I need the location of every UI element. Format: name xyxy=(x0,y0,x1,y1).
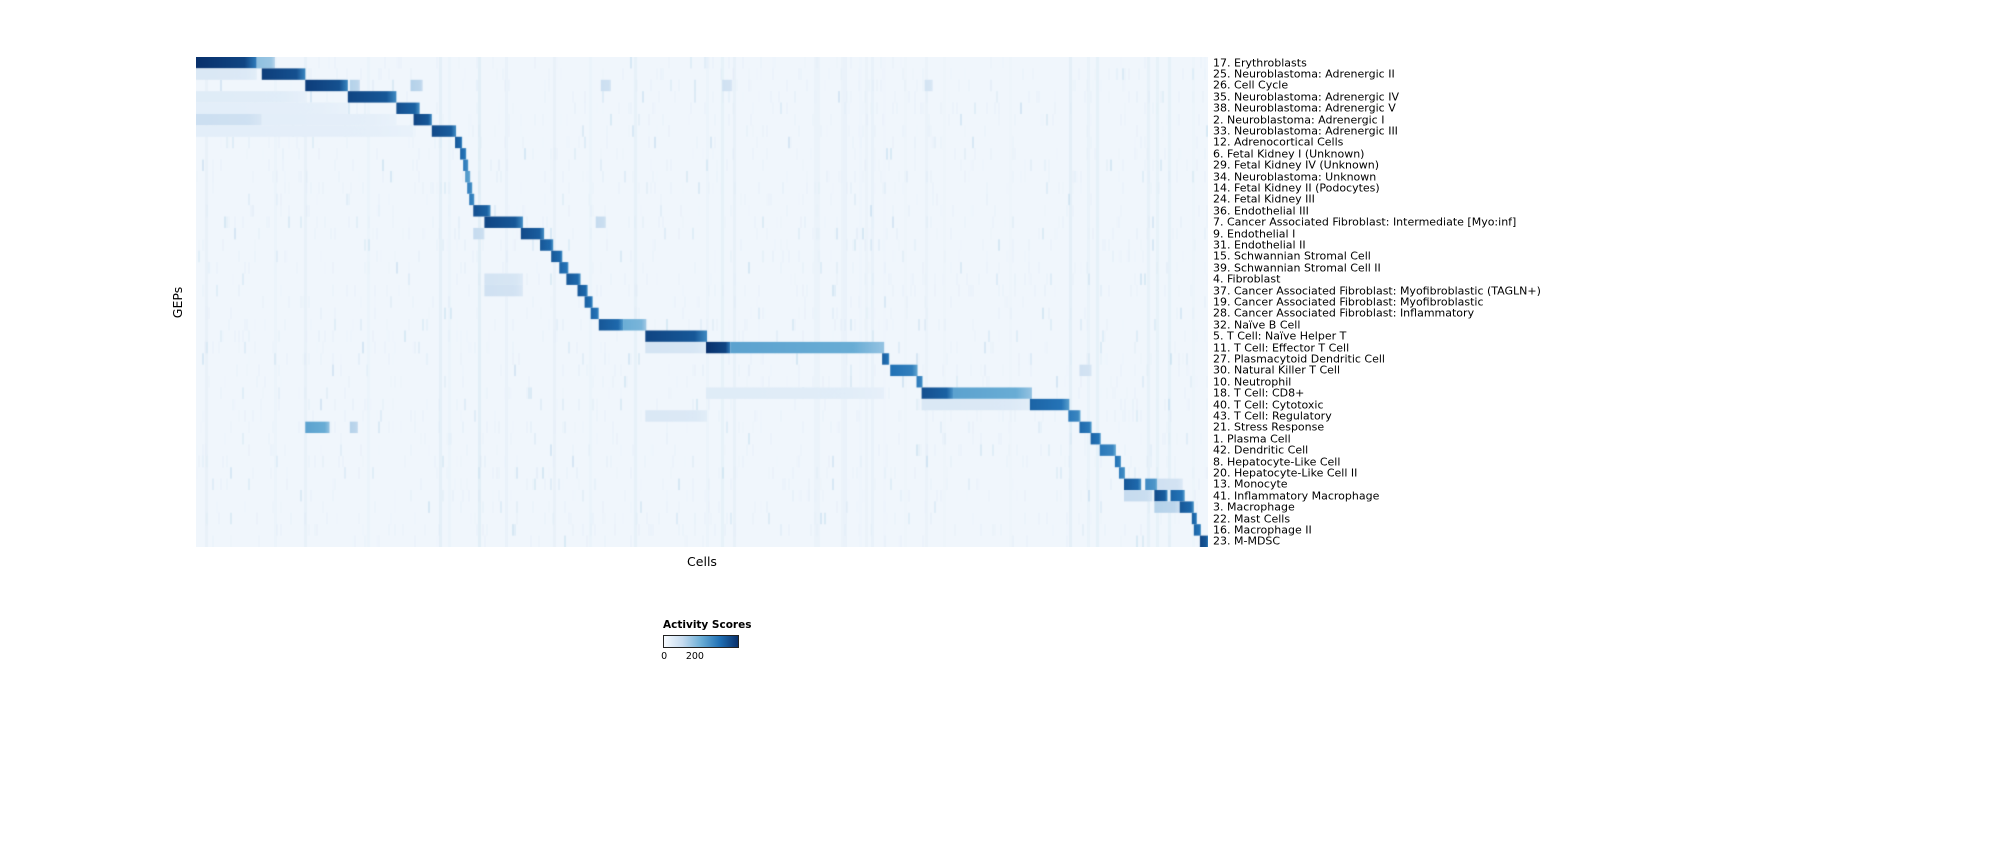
colorbar-tick-max: 200 xyxy=(685,651,704,662)
row-label: 36. Endothelial III xyxy=(1213,204,1309,218)
row-label: 37. Cancer Associated Fibroblast: Myofib… xyxy=(1213,284,1541,298)
row-label: 25. Neuroblastoma: Adrenergic II xyxy=(1213,67,1395,81)
row-label: 26. Cell Cycle xyxy=(1213,78,1289,92)
row-label: 29. Fetal Kidney IV (Unknown) xyxy=(1213,158,1379,172)
row-label: 41. Inflammatory Macrophage xyxy=(1213,489,1380,503)
row-label: 24. Fetal Kidney III xyxy=(1213,192,1315,206)
row-label: 30. Natural Killer T Cell xyxy=(1213,363,1341,377)
row-label: 39. Schwannian Stromal Cell II xyxy=(1213,261,1381,275)
y-axis: GEPs xyxy=(166,57,190,547)
row-label: 16. Macrophage II xyxy=(1213,523,1312,537)
row-label: 19. Cancer Associated Fibroblast: Myofib… xyxy=(1213,295,1484,309)
heatmap-canvas xyxy=(196,57,1208,547)
row-label: 43. T Cell: Regulatory xyxy=(1213,409,1332,423)
colorbar-legend: Activity Scores 0 200 xyxy=(661,619,803,663)
colorbar-gradient xyxy=(663,635,739,648)
row-label: 4. Fibroblast xyxy=(1213,272,1281,286)
row-label: 23. M-MDSC xyxy=(1213,534,1281,548)
row-label: 9. Endothelial I xyxy=(1213,227,1296,241)
row-label: 18. T Cell: CD8+ xyxy=(1213,386,1305,400)
colorbar-ticks: 0 200 xyxy=(661,651,739,663)
row-label: 21. Stress Response xyxy=(1213,420,1325,434)
row-label: 38. Neuroblastoma: Adrenergic V xyxy=(1213,101,1396,115)
row-label: 11. T Cell: Effector T Cell xyxy=(1213,341,1350,355)
row-labels: 17. Erythroblasts 25. Neuroblastoma: Adre… xyxy=(1213,57,1773,547)
row-label: 6. Fetal Kidney I (Unknown) xyxy=(1213,147,1365,161)
colorbar-tick-min: 0 xyxy=(661,651,668,662)
row-label: 35. Neuroblastoma: Adrenergic IV xyxy=(1213,90,1399,104)
row-label: 20. Hepatocyte-Like Cell II xyxy=(1213,466,1358,480)
row-label: 32. Naïve B Cell xyxy=(1213,318,1301,332)
x-axis-label: Cells xyxy=(687,554,717,569)
row-label: 34. Neuroblastoma: Unknown xyxy=(1213,170,1377,184)
row-label: 13. Monocyte xyxy=(1213,477,1288,491)
row-label: 22. Mast Cells xyxy=(1213,512,1291,525)
colorbar-title: Activity Scores xyxy=(663,619,752,631)
row-label: 2. Neuroblastoma: Adrenergic I xyxy=(1213,113,1385,127)
row-label: 27. Plasmacytoid Dendritic Cell xyxy=(1213,352,1385,366)
y-axis-label: GEPs xyxy=(170,286,186,318)
row-label: 3. Macrophage xyxy=(1213,500,1295,514)
row-label: 31. Endothelial II xyxy=(1213,238,1306,252)
row-label: 1. Plasma Cell xyxy=(1213,432,1291,446)
row-label: 28. Cancer Associated Fibroblast: Inflam… xyxy=(1213,306,1475,320)
row-label: 5. T Cell: Naïve Helper T xyxy=(1213,329,1347,343)
row-label: 42. Dendritic Cell xyxy=(1213,443,1309,457)
row-label: 12. Adrenocortical Cells xyxy=(1213,135,1344,149)
row-label: 33. Neuroblastoma: Adrenergic III xyxy=(1213,124,1398,138)
row-label: 40. T Cell: Cytotoxic xyxy=(1213,398,1324,412)
row-label: 8. Hepatocyte-Like Cell xyxy=(1213,455,1341,469)
row-label: 10. Neutrophil xyxy=(1213,375,1292,389)
row-label: 17. Erythroblasts xyxy=(1213,56,1307,70)
row-label: 7. Cancer Associated Fibroblast: Interme… xyxy=(1213,215,1517,229)
row-label: 15. Schwannian Stromal Cell xyxy=(1213,249,1371,263)
row-label: 14. Fetal Kidney II (Podocytes) xyxy=(1213,181,1380,195)
